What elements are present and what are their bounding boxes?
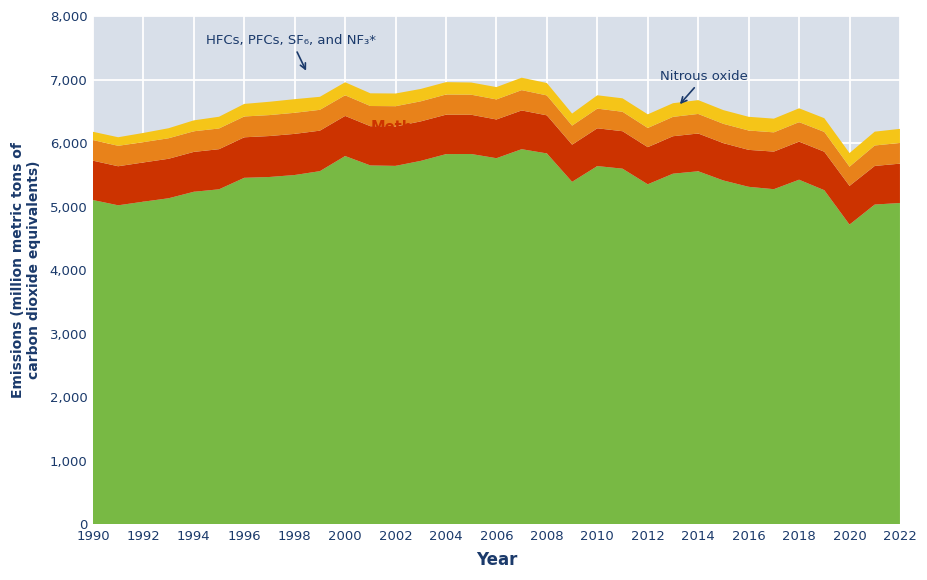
Text: Carbon dioxide: Carbon dioxide [459,332,583,347]
Text: HFCs, PFCs, SF₆, and NF₃*: HFCs, PFCs, SF₆, and NF₃* [206,34,376,69]
Text: Methane: Methane [370,119,442,135]
Text: Nitrous oxide: Nitrous oxide [660,70,747,103]
Y-axis label: Emissions (million metric tons of
carbon dioxide equivalents): Emissions (million metric tons of carbon… [11,142,42,398]
X-axis label: Year: Year [476,551,516,569]
